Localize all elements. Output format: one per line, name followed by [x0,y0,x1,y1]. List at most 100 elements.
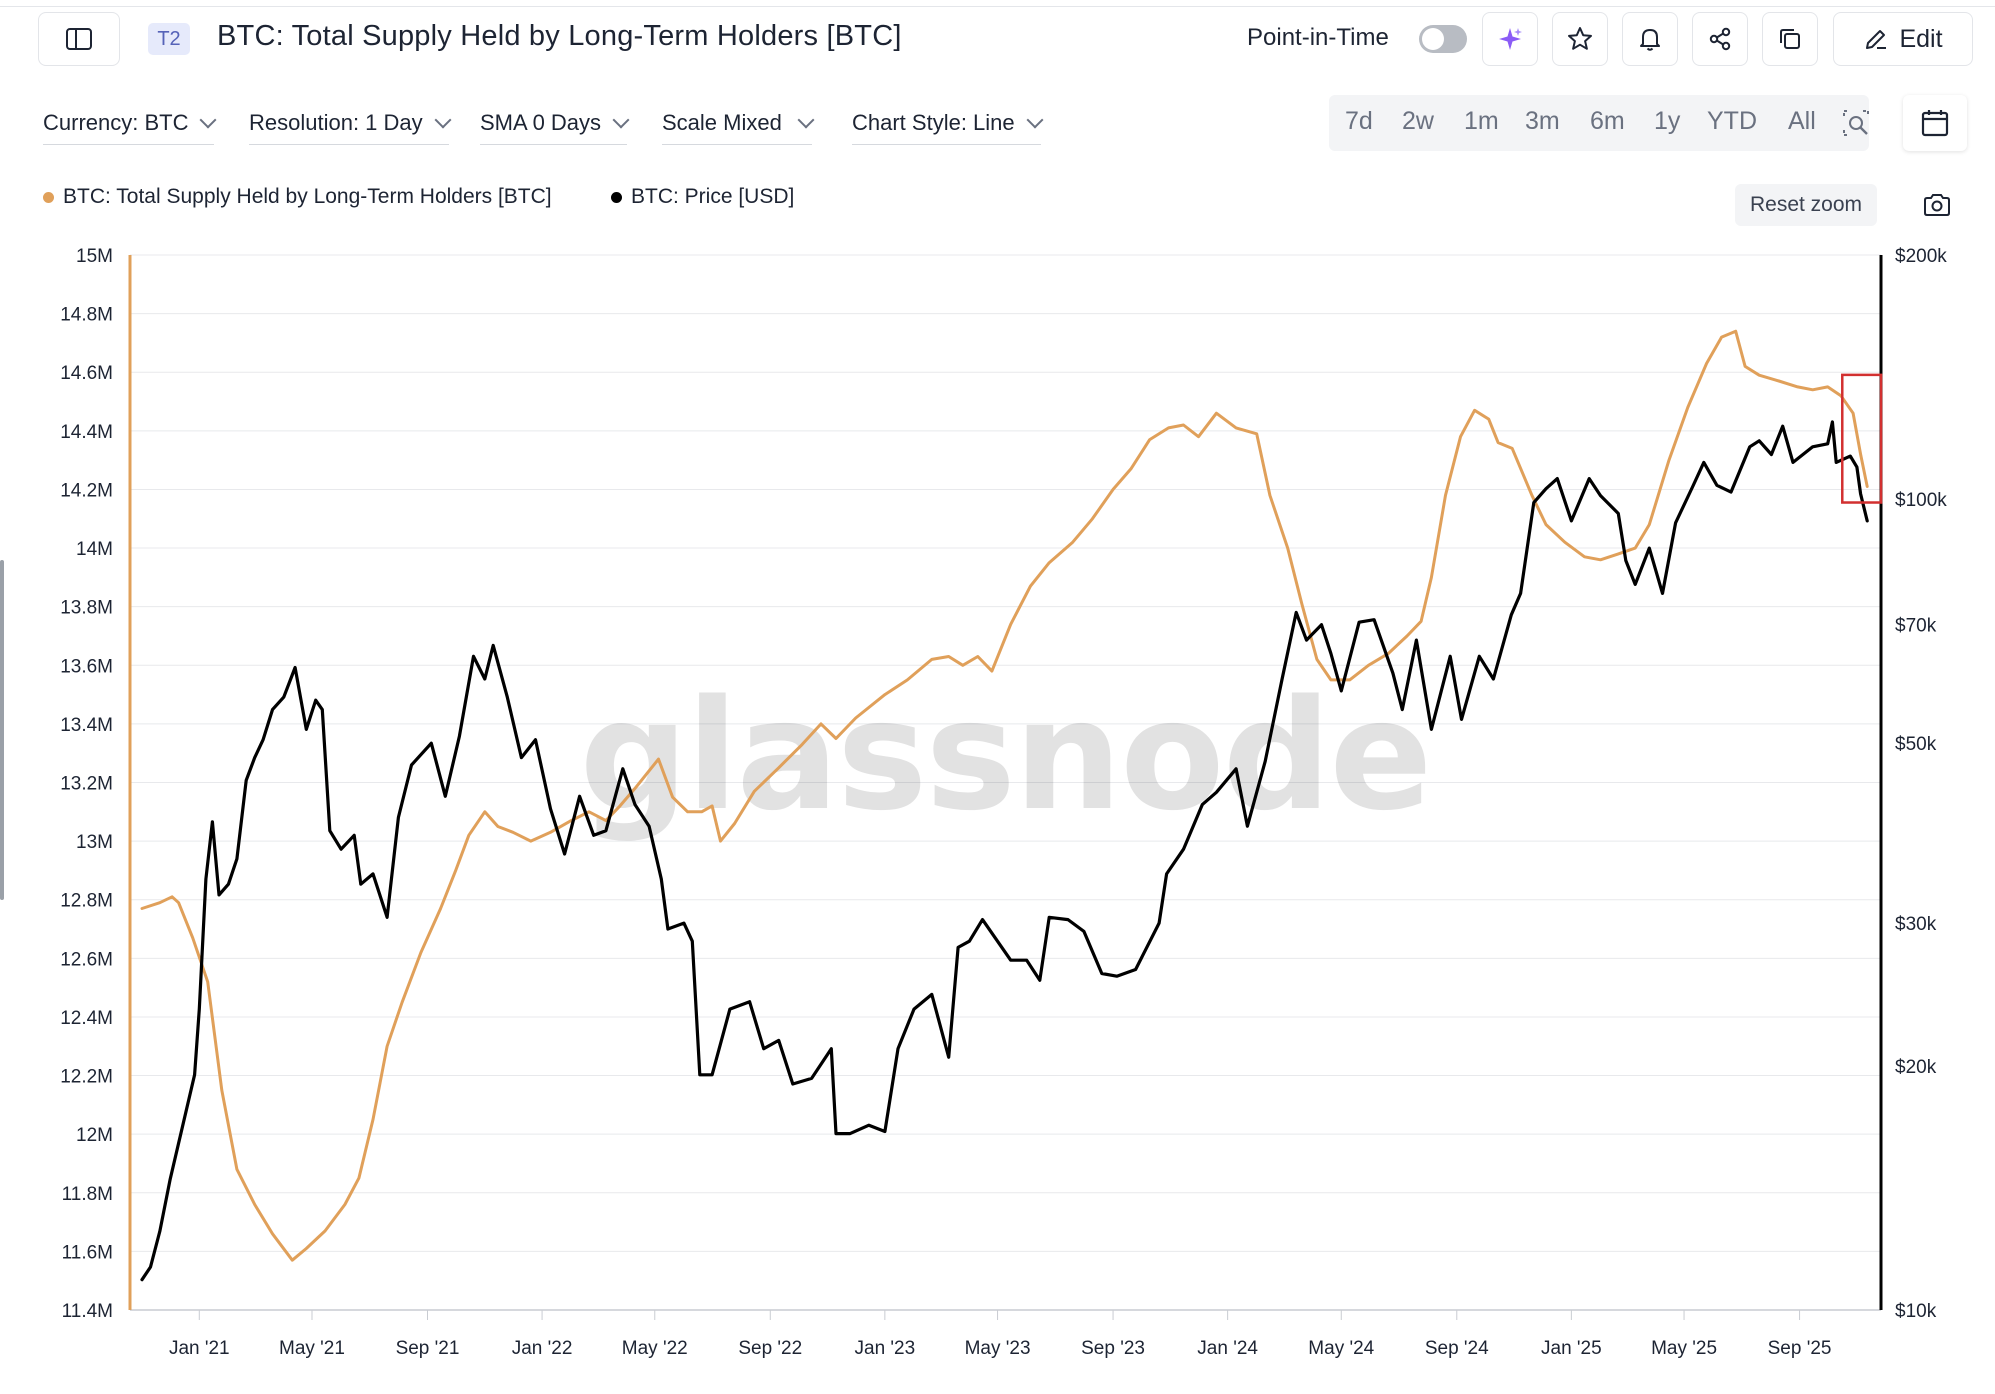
favorite-button[interactable] [1552,12,1608,66]
resolution-select-label: Resolution: 1 Day [249,110,423,135]
y-left-tick-label: 13.8M [60,598,113,619]
y-axis-right-labels: $200k $100k $70k $50k $30k $20k $10k [1895,246,1947,1322]
range-2w[interactable]: 2w [1402,107,1434,135]
y-left-tick-label: 13.4M [60,715,113,736]
chart-tag-badge: T2 [148,23,190,55]
y-left-tick-label: 14.2M [60,480,113,501]
glassnode-watermark: glassnode [580,667,1431,844]
series-lines [140,329,1869,1282]
share-button[interactable] [1692,12,1748,66]
window-top-edge [0,0,1995,7]
share-icon [1709,27,1731,51]
series-line-lth-supply [140,329,1869,1262]
y-left-tick-label: 12.6M [60,949,113,970]
series-line-price [140,420,1869,1282]
currency-select[interactable]: Currency: BTC [43,110,217,145]
y-left-tick-label: 14.6M [60,363,113,384]
y-left-tick-label: 11.8M [62,1184,113,1205]
range-1y[interactable]: 1y [1654,107,1681,135]
range-ytd[interactable]: YTD [1707,107,1757,135]
y-left-tick-label: 11.4M [62,1301,113,1322]
x-tick-label: Jan '21 [169,1338,230,1359]
edit-button[interactable]: Edit [1833,12,1973,66]
x-tick-label: Sep '21 [396,1338,460,1359]
y-left-tick-label: 13.2M [60,774,113,795]
sidebar-toggle-icon [66,28,92,50]
y-right-tick-label: $10k [1895,1301,1937,1322]
chart-style-select-label: Chart Style: Line [852,110,1015,135]
scale-select-label: Scale Mixed [662,110,782,135]
legend-label: BTC: Total Supply Held by Long-Term Hold… [63,185,552,208]
x-tick-label: May '22 [622,1338,688,1359]
copy-icon [1780,29,1800,49]
star-icon [1568,27,1592,50]
x-tick-label: Jan '25 [1541,1338,1602,1359]
alert-button[interactable] [1622,12,1678,66]
legend-item-lth-supply[interactable]: BTC: Total Supply Held by Long-Term Hold… [43,185,552,209]
legend-label: BTC: Price [USD] [631,185,795,208]
y-right-tick-label: $30k [1895,914,1937,935]
x-axis-labels: Jan '21 May '21 Sep '21 Jan '22 May '22 Sep '… [169,1338,1832,1359]
y-left-tick-label: 15M [76,246,113,267]
y-right-tick-label: $70k [1895,616,1937,637]
y-left-tick-label: 12M [76,1125,113,1146]
x-tick-label: Sep '24 [1425,1338,1489,1359]
x-tick-label: Jan '24 [1197,1338,1258,1359]
y-left-tick-label: 12.4M [60,1008,113,1029]
sma-select[interactable]: SMA 0 Days [480,110,630,145]
toggle-knob [1422,28,1444,50]
bell-icon [1640,29,1660,51]
y-left-tick-label: 11.6M [62,1242,113,1263]
x-tick-label: Sep '25 [1768,1338,1832,1359]
x-tick-label: Sep '23 [1081,1338,1145,1359]
reset-zoom-button[interactable]: Reset zoom [1735,184,1877,226]
highlight-box [1841,373,1883,504]
page-title: BTC: Total Supply Held by Long-Term Hold… [217,20,902,52]
y-left-tick-label: 14.8M [60,305,113,326]
y-right-tick-label: $20k [1895,1057,1937,1078]
range-all[interactable]: All [1788,107,1816,135]
zoom-select-icon[interactable] [1841,108,1871,138]
edit-button-label: Edit [1899,24,1943,53]
sparkle-icon [1499,28,1522,50]
currency-select-label: Currency: BTC [43,110,189,135]
page-scrollbar[interactable] [0,560,4,900]
y-left-tick-label: 14.4M [60,422,113,443]
chart-style-select[interactable]: Chart Style: Line [852,110,1044,145]
range-7d[interactable]: 7d [1345,107,1373,135]
y-left-tick-label: 14M [76,539,113,560]
scale-select[interactable]: Scale Mixed [662,110,815,145]
date-picker-button[interactable] [1903,95,1967,151]
range-3m[interactable]: 3m [1525,107,1560,135]
point-in-time-toggle[interactable] [1419,25,1467,53]
y-right-tick-label: $200k [1895,246,1947,267]
legend-item-price[interactable]: BTC: Price [USD] [611,185,794,209]
pencil-icon [1866,30,1887,49]
resolution-select[interactable]: Resolution: 1 Day [249,110,452,145]
x-tick-label: May '21 [279,1338,345,1359]
y-left-tick-label: 13.6M [60,656,113,677]
x-tick-label: Jan '22 [512,1338,573,1359]
calendar-icon [1921,110,1949,137]
legend-swatch [611,191,622,203]
range-1m[interactable]: 1m [1464,107,1499,135]
grid-lines [130,254,1881,1311]
y-axis-left-labels: 15M 14.8M 14.6M 14.4M 14.2M 14M 13.8M 13.6M 13.4… [60,246,113,1322]
ai-assist-button[interactable] [1482,12,1538,66]
y-right-tick-label: $100k [1895,490,1947,511]
x-tick-label: May '23 [965,1338,1031,1359]
camera-icon[interactable] [1922,192,1952,218]
time-range-selector [1329,95,1869,151]
y-left-tick-label: 13M [76,832,113,853]
legend-swatch [43,191,54,203]
range-6m[interactable]: 6m [1590,107,1625,135]
y-left-tick-label: 12.8M [60,891,113,912]
x-tick-label: May '24 [1308,1338,1374,1359]
duplicate-button[interactable] [1762,12,1818,66]
x-tick-label: Jan '23 [855,1338,916,1359]
point-in-time-label: Point-in-Time [1247,24,1389,51]
y-right-tick-label: $50k [1895,734,1937,755]
sidebar-toggle-button[interactable] [38,12,120,66]
